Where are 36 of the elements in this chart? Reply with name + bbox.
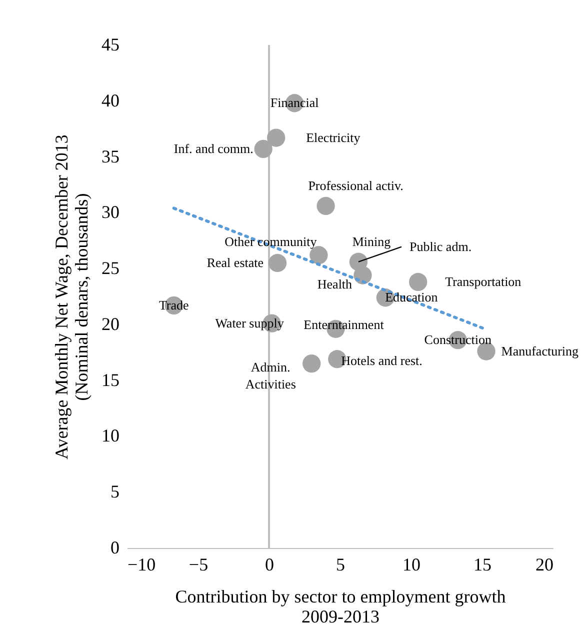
- y-tick-label: 5: [110, 482, 120, 502]
- y-tick-label: 0: [110, 538, 120, 558]
- y-tick-label: 10: [102, 426, 120, 446]
- annotation: Admin. Activities: [245, 360, 296, 392]
- y-tick-label: 45: [102, 34, 120, 54]
- x-tick-label: −10: [128, 554, 156, 574]
- x-tick-label: 10: [402, 554, 420, 574]
- annotation: Financial: [270, 95, 320, 110]
- annotation: Other community: [224, 234, 318, 250]
- annotation: Mining: [352, 234, 392, 249]
- y-tick-label: 15: [102, 370, 120, 390]
- x-axis-title: Contribution by sector to employment growth 2009-2013: [175, 586, 506, 625]
- annotation: Electricity: [306, 130, 361, 145]
- x-tick-label: −5: [188, 554, 208, 574]
- annotation: Water supply: [215, 315, 284, 330]
- x-tick-label: 20: [536, 554, 554, 574]
- annotation: Professional activ.: [308, 178, 404, 193]
- annotation: Manufacturing: [501, 343, 580, 358]
- x-tick-label: 0: [265, 554, 274, 574]
- x-tick-label: 15: [474, 554, 492, 574]
- annotation: Construction: [424, 332, 492, 348]
- annotation: Transportation: [445, 274, 522, 289]
- annotation: Hotels and rest.: [341, 353, 422, 368]
- annotation: Inf. and comm.: [174, 140, 254, 156]
- y-tick-label: 25: [102, 258, 120, 278]
- annotation: Real estate: [206, 254, 264, 270]
- y-axis-title: Average Monthly Net Wage, December 2013 (Nominal denars, thousands): [52, 134, 92, 460]
- annotation: Enterntainment: [304, 316, 384, 332]
- annotation: Health: [317, 276, 353, 292]
- y-tick-label: 35: [102, 146, 120, 166]
- y-tick-label: 40: [102, 90, 120, 110]
- y-tick-label: 30: [102, 202, 120, 222]
- annotation: Public adm.: [409, 238, 472, 254]
- y-tick-label: 20: [102, 314, 120, 334]
- annotation: Trade: [158, 297, 190, 312]
- x-tick-label: 5: [336, 554, 345, 574]
